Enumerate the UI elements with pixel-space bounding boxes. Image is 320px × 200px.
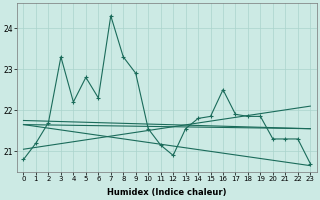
X-axis label: Humidex (Indice chaleur): Humidex (Indice chaleur)	[107, 188, 227, 197]
